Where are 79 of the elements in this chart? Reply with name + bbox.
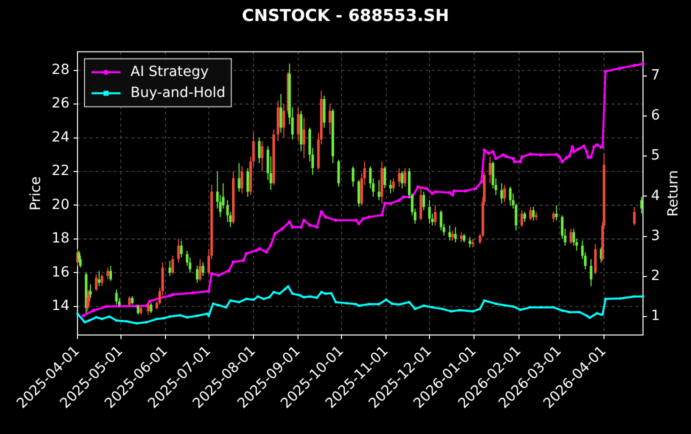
candlestick	[520, 210, 524, 228]
candlestick	[508, 186, 512, 206]
candlestick	[572, 228, 576, 246]
y-tick-label: 26	[52, 96, 70, 112]
candlestick	[460, 232, 463, 243]
candlestick	[404, 168, 406, 188]
candlestick	[180, 240, 183, 258]
candlestick	[238, 162, 240, 192]
candlestick	[420, 186, 422, 221]
candlestick	[640, 196, 643, 214]
candlestick	[177, 238, 180, 264]
y-tick-label: 24	[52, 129, 70, 146]
candlestick	[500, 182, 503, 204]
y-tick-label: 28	[52, 62, 70, 78]
candlestick	[337, 159, 340, 188]
candlestick	[280, 93, 282, 134]
candlestick	[109, 265, 112, 282]
candlestick	[383, 166, 386, 189]
legend-label: Buy-and-Hold	[130, 84, 226, 101]
candlestick	[196, 265, 199, 284]
y2-tick-label: 4	[651, 188, 660, 204]
candlestick	[594, 243, 597, 275]
candlestick	[168, 260, 172, 276]
y2-axis-title: Return	[666, 170, 682, 217]
candlestick	[503, 184, 506, 202]
candlestick	[258, 137, 261, 164]
candlestick	[240, 166, 244, 194]
candlestick	[570, 228, 572, 244]
y-tick-label: 18	[52, 230, 70, 247]
candlestick	[398, 168, 400, 188]
candlestick	[468, 236, 472, 248]
candlestick	[171, 255, 174, 275]
candlestick	[389, 179, 392, 194]
candlestick	[198, 258, 202, 282]
y-tick-label: 20	[52, 196, 70, 213]
candlestick	[296, 106, 300, 142]
candlestick	[523, 211, 526, 223]
candlestick	[400, 170, 404, 189]
candlestick	[115, 288, 118, 306]
candlestick	[202, 262, 204, 276]
candlestick	[282, 104, 286, 138]
candlestick	[428, 200, 431, 224]
legend-label: AI Strategy	[130, 64, 209, 80]
y2-tick-label: 2	[651, 268, 660, 284]
y2-tick-label: 6	[651, 108, 660, 124]
candlestick	[94, 274, 98, 292]
candlestick	[378, 179, 380, 201]
candlestick	[128, 296, 131, 307]
candlestick	[454, 226, 457, 243]
candlestick	[260, 140, 264, 172]
y2-tick-label: 3	[651, 228, 660, 244]
candlestick	[328, 104, 332, 135]
candlestick	[529, 206, 532, 221]
candlestick	[352, 166, 354, 188]
candlestick	[552, 211, 555, 223]
candlestick	[226, 200, 229, 223]
candlestick	[246, 168, 250, 198]
chart-title: CNSTOCK - 688553.SH	[242, 6, 450, 26]
candlestick	[532, 206, 535, 221]
candlestick	[633, 206, 636, 226]
y2-tick-label: 1	[651, 308, 660, 324]
y2-tick-label: 7	[651, 68, 660, 84]
y-tick-label: 22	[52, 163, 70, 180]
candlestick	[448, 224, 451, 242]
candlestick	[100, 274, 104, 287]
candlestick	[106, 267, 110, 280]
candlestick	[434, 204, 437, 226]
y-tick-label: 16	[52, 264, 70, 280]
candlestick	[392, 178, 395, 192]
candlestick	[358, 179, 360, 208]
y-axis-title: Price	[28, 176, 44, 210]
candlestick	[555, 204, 558, 221]
y2-tick-label: 5	[651, 148, 660, 164]
y-tick-label: 14	[52, 298, 70, 314]
candlestick	[302, 117, 306, 158]
candlestick	[590, 258, 592, 287]
candlestick	[322, 95, 326, 128]
candlestick	[488, 156, 492, 184]
candlestick	[422, 191, 426, 211]
